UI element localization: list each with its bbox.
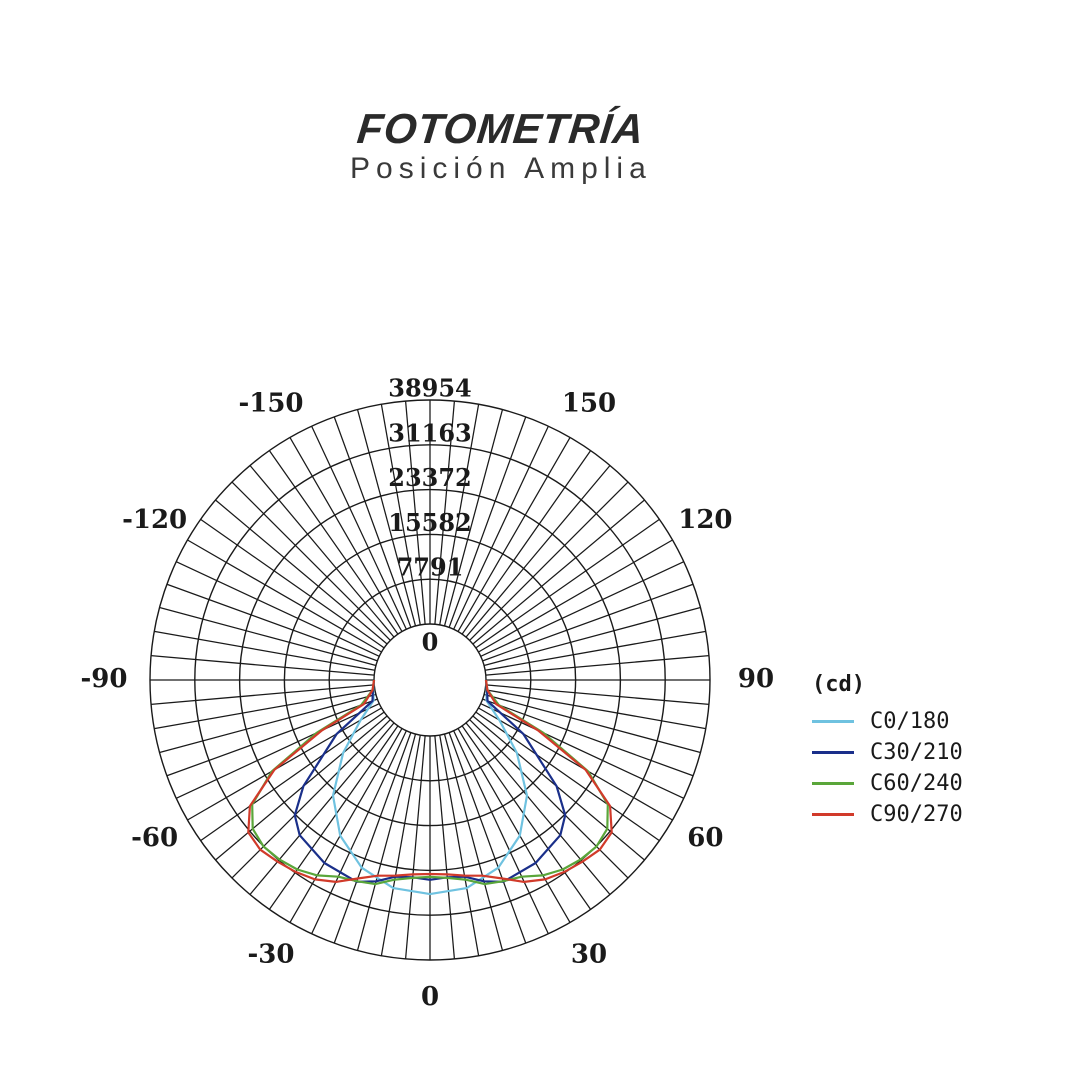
legend-label: C0/180 bbox=[870, 709, 949, 734]
svg-text:15582: 15582 bbox=[388, 508, 472, 537]
legend-label: C30/210 bbox=[870, 740, 963, 765]
title-sub: Posición Amplia bbox=[350, 152, 652, 186]
svg-text:150: 150 bbox=[562, 389, 616, 419]
legend-item: C60/240 bbox=[812, 771, 963, 796]
svg-text:-90: -90 bbox=[81, 664, 128, 694]
legend-swatch bbox=[812, 813, 854, 816]
svg-text:120: 120 bbox=[678, 505, 732, 535]
legend: (cd) C0/180 C30/210 C60/240 C90/270 bbox=[812, 672, 963, 833]
svg-text:-30: -30 bbox=[248, 939, 295, 969]
svg-text:7791: 7791 bbox=[397, 553, 464, 582]
svg-text:0: 0 bbox=[422, 628, 439, 657]
svg-text:90: 90 bbox=[738, 664, 774, 694]
svg-text:30: 30 bbox=[571, 939, 607, 969]
title-main: FOTOMETRÍA bbox=[348, 108, 654, 150]
svg-text:60: 60 bbox=[687, 823, 723, 853]
svg-text:-60: -60 bbox=[131, 823, 178, 853]
page: FOTOMETRÍA Posición Amplia 0 7791 15582 233… bbox=[0, 0, 1080, 1080]
svg-text:38954: 38954 bbox=[388, 374, 472, 403]
legend-swatch bbox=[812, 751, 854, 754]
svg-text:31163: 31163 bbox=[388, 418, 472, 447]
legend-item: C30/210 bbox=[812, 740, 963, 765]
legend-swatch bbox=[812, 782, 854, 785]
legend-label: C90/270 bbox=[870, 802, 963, 827]
legend-item: C0/180 bbox=[812, 709, 963, 734]
title-block: FOTOMETRÍA Posición Amplia bbox=[350, 108, 652, 186]
svg-text:23372: 23372 bbox=[388, 463, 472, 492]
svg-text:0: 0 bbox=[421, 982, 439, 1012]
svg-text:-120: -120 bbox=[122, 505, 187, 535]
polar-chart: 0 7791 15582 23372 31163 38954 -150 -120 -90 -60 -… bbox=[80, 330, 780, 1035]
polar-chart-svg: 0 7791 15582 23372 31163 38954 -150 -120 -90 -60 -… bbox=[80, 330, 780, 1030]
legend-label: C60/240 bbox=[870, 771, 963, 796]
svg-text:-150: -150 bbox=[238, 389, 303, 419]
legend-item: C90/270 bbox=[812, 802, 963, 827]
legend-unit: (cd) bbox=[812, 672, 963, 697]
legend-swatch bbox=[812, 720, 854, 723]
